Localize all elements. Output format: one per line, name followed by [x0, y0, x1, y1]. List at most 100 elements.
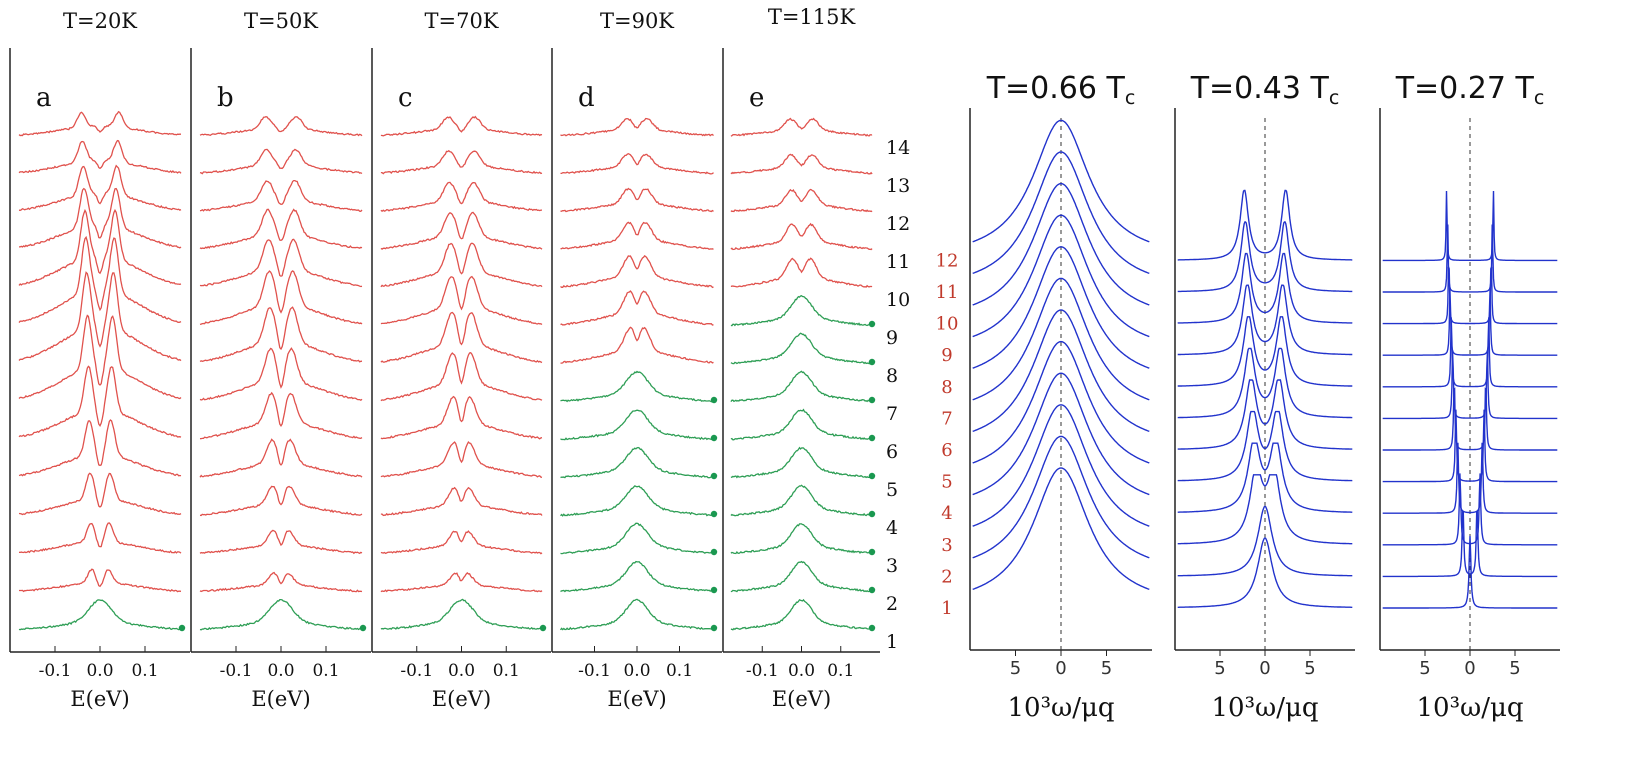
green-dot-marker: [710, 396, 718, 404]
green-dot-marker: [710, 472, 718, 480]
theory-x-label: 10³ω/μq: [1007, 693, 1114, 723]
theory-row-label: 1: [941, 598, 952, 619]
arpes-curve-row-1: [18, 599, 182, 631]
arpes-x-tick-label: -0.1: [746, 661, 779, 681]
arpes-row-label: 12: [886, 213, 910, 235]
green-dot-marker: [868, 548, 876, 556]
green-dot-marker: [710, 586, 718, 594]
arpes-curve-row-8: [18, 271, 182, 362]
green-dot-marker: [359, 624, 367, 632]
arpes-curve-row-10: [560, 255, 714, 289]
theory-curve-row-9: [972, 214, 1150, 338]
arpes-curve-row-7: [18, 314, 182, 400]
arpes-curve-row-6: [18, 365, 182, 438]
arpes-row-label: 8: [886, 365, 898, 387]
theory-curve-row-9: [1382, 288, 1558, 356]
arpes-curve-row-11: [560, 221, 714, 251]
theory-x-tick-label: 0: [1259, 658, 1270, 679]
arpes-curve-row-12: [380, 181, 542, 213]
green-dot-marker: [539, 624, 547, 632]
arpes-curve-row-11: [380, 211, 543, 250]
theory-curve-row-2: [972, 435, 1150, 559]
arpes-panel-title: T=20K: [63, 9, 137, 33]
theory-curve-row-11: [972, 151, 1150, 275]
arpes-curve-row-1: [730, 598, 873, 631]
arpes-curve-row-6: [560, 409, 714, 441]
arpes-curve-row-13: [380, 149, 543, 175]
arpes-curve-row-4: [380, 486, 543, 517]
arpes-curve-row-4: [18, 472, 182, 516]
arpes-curve-row-10: [730, 257, 873, 288]
arpes-curve-row-2: [730, 560, 873, 593]
arpes-curve-row-3: [730, 523, 873, 555]
theory-curve-row-7: [1382, 350, 1558, 420]
arpes-curve-row-12: [199, 179, 363, 212]
arpes-row-label: 1: [886, 631, 898, 653]
arpes-curve-row-14: [560, 117, 714, 137]
green-dot-marker: [178, 624, 186, 632]
arpes-row-label: 3: [886, 555, 898, 577]
theory-x-label: 10³ω/μq: [1416, 693, 1523, 723]
arpes-row-label: 7: [886, 403, 898, 425]
arpes-x-tick-label: -0.1: [39, 661, 72, 681]
arpes-curve-row-2: [199, 571, 363, 593]
theory-row-label: 11: [936, 282, 959, 303]
theory-row-label: 3: [941, 535, 952, 556]
theory-curve-row-3: [1177, 474, 1353, 545]
arpes-curve-row-5: [380, 441, 543, 478]
arpes-curve-row-9: [730, 294, 873, 327]
arpes-curve-row-13: [730, 153, 873, 175]
arpes-curve-row-8: [560, 326, 714, 364]
theory-curve-row-10: [1382, 266, 1558, 325]
theory-curve-row-6: [1382, 387, 1558, 451]
theory-curve-row-3: [972, 404, 1150, 527]
arpes-panel-c: T=70K c -0.1 0.0 0.1E(eV): [371, 9, 551, 711]
arpes-curve-row-9: [380, 275, 543, 326]
arpes-row-label: 14: [886, 137, 910, 159]
green-dot-marker: [710, 510, 718, 518]
arpes-curve-row-12: [18, 164, 182, 211]
arpes-panel-e: T=115K e -0.1 0.0 0.1 E(eV): [722, 5, 880, 711]
theory-curve-row-2: [1177, 505, 1353, 577]
green-dot-marker: [868, 510, 876, 518]
arpes-curve-row-14: [380, 115, 543, 137]
theory-row-label: 9: [941, 345, 952, 366]
arpes-x-tick-label: 0.0: [267, 661, 294, 681]
green-dot-marker: [868, 396, 876, 404]
green-dot-marker: [868, 624, 876, 632]
arpes-curve-row-1: [380, 598, 543, 630]
arpes-curve-row-2: [380, 571, 543, 593]
arpes-x-tick-label: 0.1: [312, 661, 339, 681]
arpes-curve-row-8: [199, 306, 363, 363]
theory-curve-row-2: [1382, 510, 1558, 578]
theory-curve-row-5: [1177, 410, 1353, 482]
green-dot-marker: [710, 548, 718, 556]
theory-x-tick-label: 5: [1214, 658, 1225, 679]
theory-x-tick-label: 0: [1055, 658, 1066, 679]
arpes-curve-row-9: [18, 235, 182, 324]
theory-curve-row-6: [1177, 379, 1353, 450]
arpes-curve-row-3: [560, 522, 714, 555]
arpes-panel-title: T=90K: [600, 9, 674, 33]
arpes-curve-row-7: [560, 370, 714, 403]
arpes-curve-row-5: [199, 438, 363, 478]
theory-curve-row-11: [1177, 221, 1353, 293]
arpes-curve-row-11: [199, 208, 363, 250]
theory-panel-title: T=0.43 Tc: [1190, 71, 1340, 109]
arpes-curve-row-1: [199, 598, 363, 631]
arpes-curve-row-10: [199, 238, 363, 288]
arpes-panel-letter: e: [749, 83, 764, 113]
arpes-curve-row-9: [199, 270, 363, 326]
arpes-x-tick-label: 0.0: [788, 661, 815, 681]
arpes-curve-row-13: [18, 139, 182, 174]
theory-row-label: 6: [941, 440, 952, 461]
arpes-panel-letter: d: [578, 83, 595, 113]
arpes-panel-title: T=70K: [424, 9, 498, 33]
theory-curve-row-8: [972, 246, 1150, 369]
arpes-curve-row-6: [730, 408, 873, 441]
theory-panel-title: T=0.27 Tc: [1395, 71, 1545, 109]
arpes-curve-row-4: [199, 485, 363, 517]
theory-panel-title: T=0.66 Tc: [986, 71, 1136, 109]
theory-curve-row-11: [1382, 224, 1558, 293]
arpes-panel-title: T=50K: [244, 9, 318, 33]
